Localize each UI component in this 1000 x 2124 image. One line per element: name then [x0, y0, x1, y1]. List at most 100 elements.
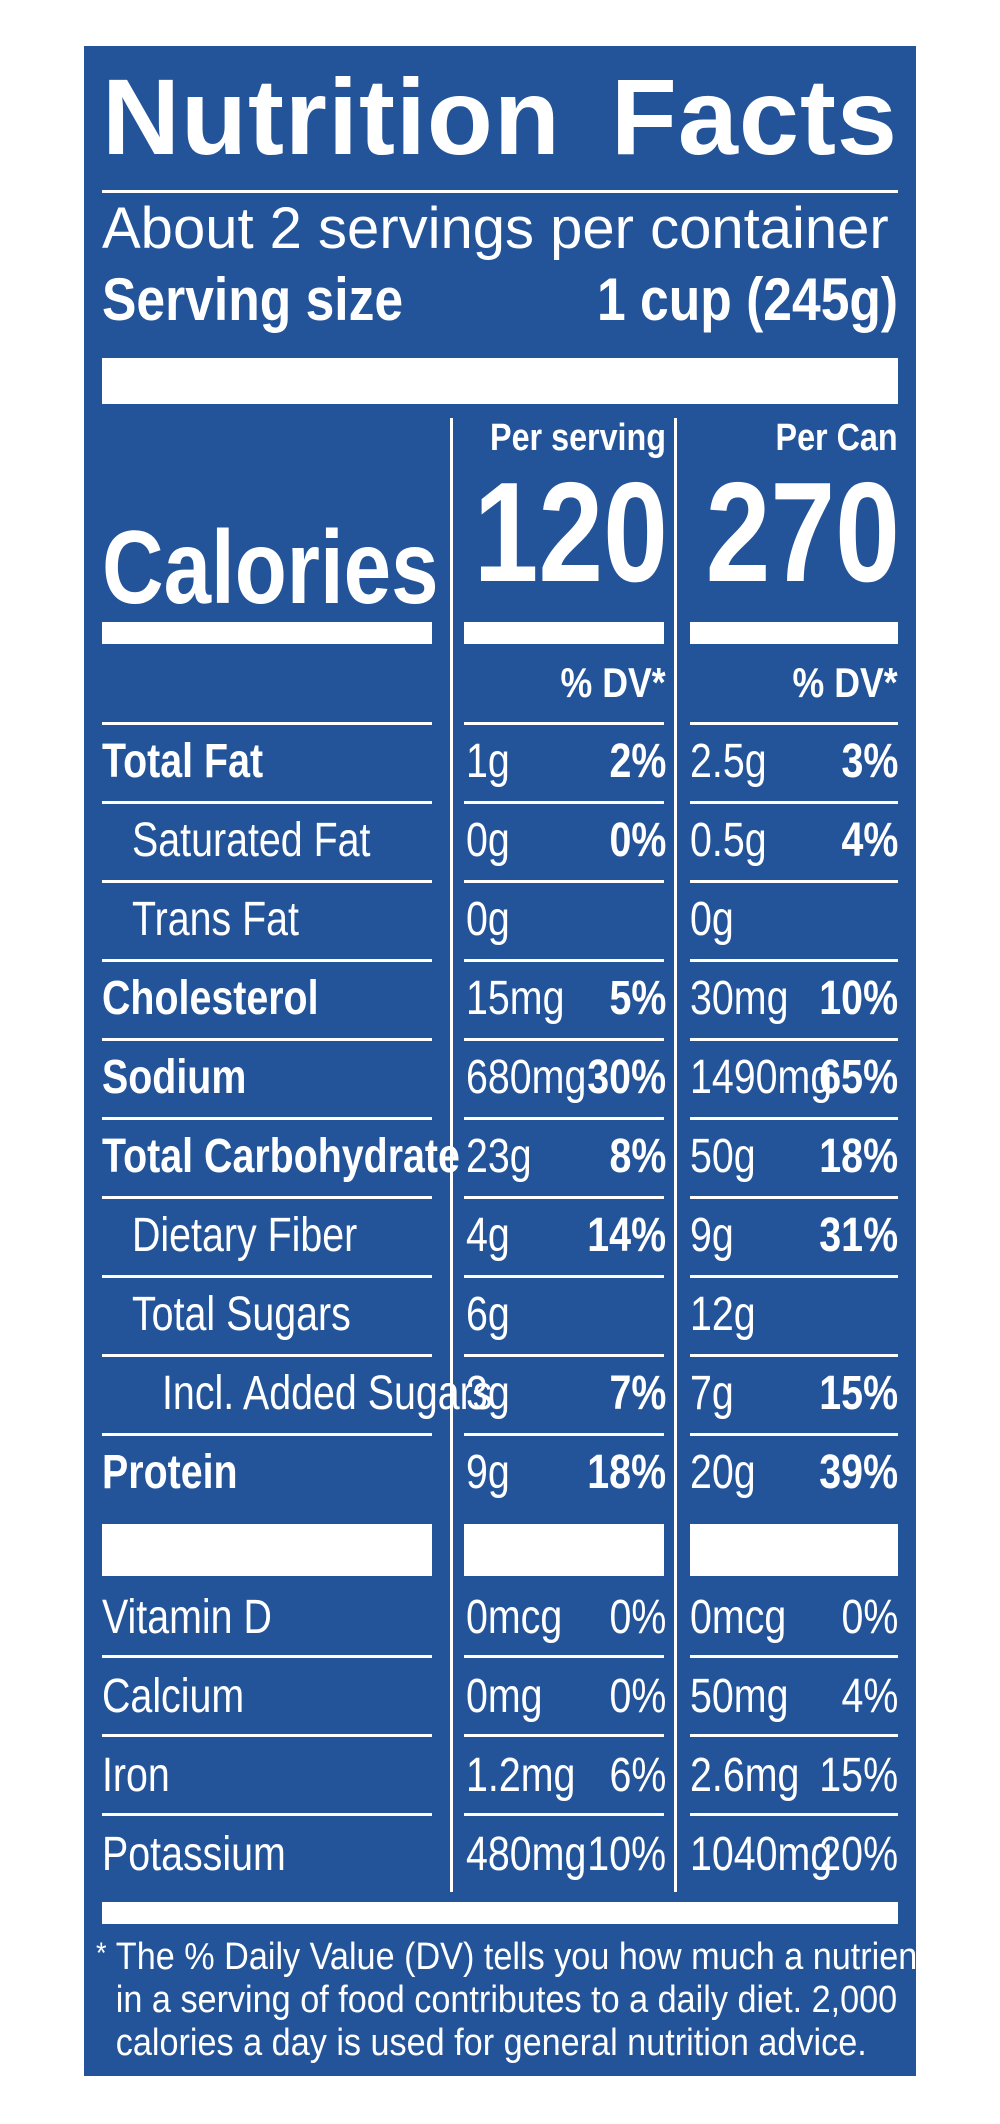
vitamin-name: Calcium	[102, 1670, 245, 1723]
can-amount: 1040mg	[690, 1828, 833, 1881]
footnote-line: calories a day is used for general nutri…	[115, 2022, 867, 2064]
can-dv: 10%	[819, 972, 898, 1025]
vitamin-row-separator	[464, 1655, 664, 1658]
nutrient-row-separator	[464, 1196, 664, 1199]
can-amount: 50g	[690, 1130, 756, 1183]
calories-bar-middle	[464, 622, 664, 644]
nutrient-row-separator	[690, 880, 898, 883]
footnote: * The % Daily Value (DV) tells you how m…	[96, 1936, 927, 2065]
serving-dv: 18%	[587, 1446, 666, 1499]
vitamin-row-separator	[102, 1734, 432, 1737]
vitamin-row-separator	[690, 1813, 898, 1816]
footnote-line: in a serving of food contributes to a da…	[115, 1979, 898, 2021]
nutrient-row-separator	[690, 801, 898, 804]
nutrient-row-separator	[464, 1275, 664, 1278]
nutrient-row-separator	[690, 1117, 898, 1120]
nutrient-name: Total Fat	[102, 735, 264, 788]
vitamin-row-separator	[690, 1734, 898, 1737]
per-serving-header: Per serving	[490, 417, 666, 459]
serving-amount: 4g	[466, 1209, 510, 1262]
nutrient-name: Sodium	[102, 1051, 247, 1104]
per-can-header: Per Can	[775, 417, 898, 459]
footnote-star: *	[96, 1937, 107, 1970]
nutrient-name: Incl. Added Sugars	[162, 1367, 493, 1420]
can-dv: 0%	[841, 1591, 898, 1644]
nutrient-row-separator	[690, 1433, 898, 1436]
nutrient-row-separator	[102, 722, 432, 725]
serving-amount: 0mcg	[466, 1591, 563, 1644]
nutrient-row-separator	[464, 722, 664, 725]
can-amount: 7g	[690, 1367, 734, 1420]
serving-dv: 0%	[609, 1591, 666, 1644]
vitamin-name: Vitamin D	[102, 1591, 272, 1644]
calories-per-can: 270	[705, 453, 900, 612]
title-rule	[102, 190, 898, 193]
nutrient-row-separator	[102, 1196, 432, 1199]
vitamin-row-separator	[690, 1655, 898, 1658]
serving-dv: 5%	[609, 972, 666, 1025]
nutrient-row-separator	[690, 722, 898, 725]
serving-size-label: Serving size	[102, 266, 404, 333]
nutrient-row-separator	[102, 1275, 432, 1278]
serving-size-value: 1 cup (245g)	[596, 266, 898, 333]
vitamin-bar-middle	[464, 1524, 664, 1576]
can-amount: 2.6mg	[690, 1749, 800, 1802]
dv-header-can: % DV*	[792, 659, 898, 706]
footnote-line: The % Daily Value (DV) tells you how muc…	[115, 1936, 927, 1978]
vitamin-name: Potassium	[102, 1828, 286, 1881]
can-amount: 50mg	[690, 1670, 789, 1723]
nutrient-name: Trans Fat	[132, 893, 299, 946]
serving-amount: 23g	[466, 1130, 532, 1183]
nutrient-name: Dietary Fiber	[132, 1209, 358, 1262]
can-amount: 1490mg	[690, 1051, 833, 1104]
serving-amount: 480mg	[466, 1828, 587, 1881]
vitamin-bar-right	[690, 1524, 898, 1576]
can-dv: 39%	[819, 1446, 898, 1499]
can-dv: 15%	[819, 1367, 898, 1420]
panel-title: Nutrition Facts	[102, 52, 898, 182]
nutrient-row-separator	[102, 1433, 432, 1436]
nutrient-row-separator	[464, 801, 664, 804]
serving-dv: 2%	[609, 735, 666, 788]
serving-amount: 1.2mg	[466, 1749, 576, 1802]
can-dv: 31%	[819, 1209, 898, 1262]
title-word-facts: Facts	[610, 56, 898, 177]
serving-dv: 0%	[609, 1670, 666, 1723]
calories-bar-left	[102, 622, 432, 644]
serving-amount: 0g	[466, 893, 510, 946]
can-amount: 9g	[690, 1209, 734, 1262]
dv-header-serving: % DV*	[560, 659, 666, 706]
can-amount: 30mg	[690, 972, 789, 1025]
serving-dv: 8%	[609, 1130, 666, 1183]
serving-dv: 10%	[587, 1828, 666, 1881]
can-dv: 18%	[819, 1130, 898, 1183]
serving-amount: 6g	[466, 1288, 510, 1341]
can-dv: 65%	[819, 1051, 898, 1104]
nutrition-facts-panel: Nutrition Facts About 2 servings per con…	[84, 46, 927, 2076]
serving-dv: 30%	[587, 1051, 666, 1104]
can-amount: 0g	[690, 893, 734, 946]
vitamin-name: Iron	[102, 1749, 170, 1802]
nutrient-row-separator	[102, 1354, 432, 1357]
can-amount: 12g	[690, 1288, 756, 1341]
serving-amount: 680mg	[466, 1051, 587, 1104]
can-amount: 20g	[690, 1446, 756, 1499]
calories-label: Calories	[102, 510, 439, 626]
nutrient-row-separator	[102, 1117, 432, 1120]
thick-bar-bottom	[102, 1902, 898, 1924]
serving-amount: 3g	[466, 1367, 510, 1420]
nutrient-name: Saturated Fat	[132, 814, 371, 867]
column-divider-right	[674, 418, 677, 1892]
nutrient-name: Cholesterol	[102, 972, 319, 1025]
vitamin-bar-left	[102, 1524, 432, 1576]
can-amount: 2.5g	[690, 735, 767, 788]
calories-per-serving: 120	[473, 453, 668, 612]
thick-bar-top	[102, 358, 898, 404]
can-amount: 0mcg	[690, 1591, 787, 1644]
nutrient-row-separator	[690, 1275, 898, 1278]
serving-dv: 6%	[609, 1749, 666, 1802]
vitamin-row-separator	[464, 1734, 664, 1737]
calories-bar-right	[690, 622, 898, 644]
nutrient-row-separator	[464, 1117, 664, 1120]
nutrient-row-separator	[690, 1354, 898, 1357]
